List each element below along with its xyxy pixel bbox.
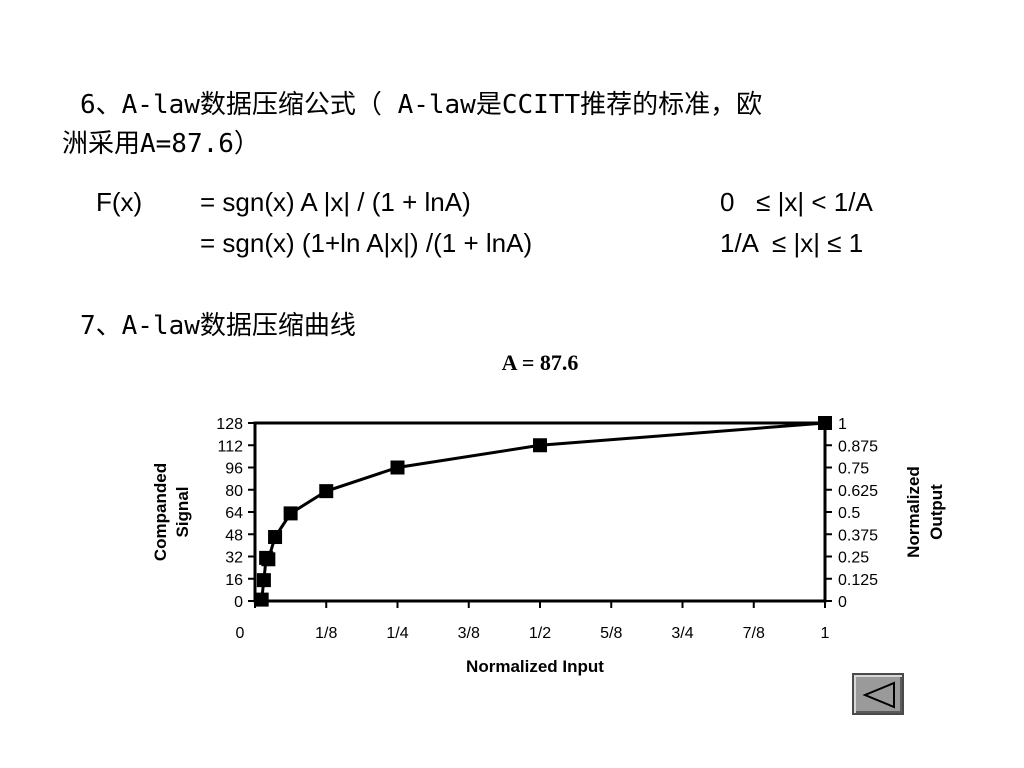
section7-heading: 7、A-law数据压缩曲线 xyxy=(80,311,356,341)
y-right-tick-label: 1 xyxy=(838,416,847,433)
y-right-axis-label-line2: Output xyxy=(927,484,946,540)
data-point-marker xyxy=(390,460,405,475)
data-point-marker xyxy=(256,573,271,588)
formula-condition-1: 0 ≤ |x| < 1/A xyxy=(720,187,873,217)
data-point-marker xyxy=(533,438,547,453)
y-right-axis-label-line1: Normalized xyxy=(904,466,923,558)
y-left-tick-label: 96 xyxy=(225,461,243,478)
y-right-tick-label: 0 xyxy=(838,594,847,611)
y-right-tick-label: 0.375 xyxy=(838,527,878,544)
data-point-marker xyxy=(319,484,334,499)
back-button[interactable] xyxy=(852,673,904,715)
y-right-tick-label: 0.875 xyxy=(838,438,878,455)
x-tick-label: 7/8 xyxy=(743,625,765,642)
data-point-marker xyxy=(268,530,283,545)
series-line xyxy=(260,421,826,600)
chart-title: A = 87.6 xyxy=(501,350,579,375)
y-left-tick-label: 80 xyxy=(225,483,243,500)
x-tick-label: 1 xyxy=(821,625,830,642)
x-tick-label: 1/4 xyxy=(386,625,408,642)
section6-heading-line1: 6、A-law数据压缩公式（ A-law是CCITT推荐的标准，欧 xyxy=(80,90,763,120)
y-left-tick-label: 0 xyxy=(234,594,243,611)
formula-condition-2: 1/A ≤ |x| ≤ 1 xyxy=(720,228,864,258)
x-axis-label: Normalized Input xyxy=(466,657,604,676)
formula-lhs: F(x) xyxy=(96,187,143,217)
y-right-tick-label: 0.75 xyxy=(838,461,869,478)
x-tick-label: 3/4 xyxy=(671,625,693,642)
y-right-tick-label: 0.5 xyxy=(838,505,860,522)
y-left-tick-label: 64 xyxy=(225,505,243,522)
x-tick-label: 3/8 xyxy=(458,625,480,642)
data-point-marker xyxy=(261,552,276,567)
y-left-tick-label: 128 xyxy=(216,416,243,433)
x-tick-label: 1/2 xyxy=(529,625,551,642)
y-left-tick-label: 48 xyxy=(225,527,243,544)
y-left-tick-label: 112 xyxy=(217,438,243,455)
triangle-left-icon xyxy=(862,681,895,709)
y-right-tick-label: 0.625 xyxy=(838,483,878,500)
formula-rhs-1: = sgn(x) A |x| / (1 + lnA) xyxy=(200,187,471,217)
formula-rhs-2: = sgn(x) (1+ln A|x|) /(1 + lnA) xyxy=(200,228,533,258)
data-point-marker xyxy=(818,416,832,430)
data-point-marker xyxy=(254,592,269,607)
data-point-marker xyxy=(283,506,298,521)
section6-heading-line2: 洲采用A=87.6） xyxy=(62,129,260,159)
y-left-axis-label-line1: Companded xyxy=(151,463,170,561)
x-tick-label: 5/8 xyxy=(600,625,622,642)
x-tick-label: 0 xyxy=(236,625,245,642)
y-left-tick-label: 16 xyxy=(225,572,243,589)
y-right-tick-label: 0.125 xyxy=(838,572,878,589)
y-left-tick-label: 32 xyxy=(225,550,243,567)
y-right-tick-label: 0.25 xyxy=(838,550,869,567)
x-tick-label: 1/8 xyxy=(315,625,337,642)
y-left-axis-label-line2: Signal xyxy=(173,486,192,537)
